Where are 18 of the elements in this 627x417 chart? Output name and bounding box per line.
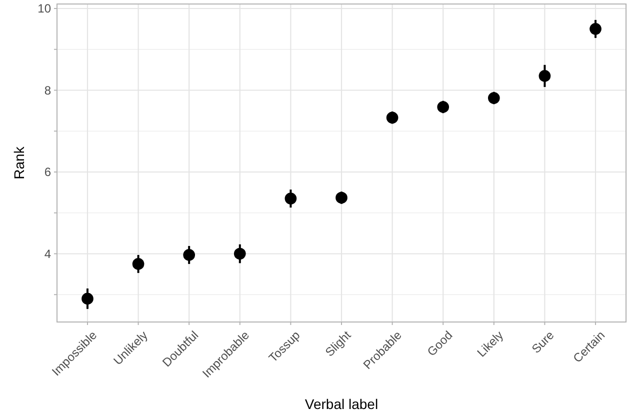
point [437,101,450,113]
y-axis-title: Rank [11,146,27,180]
point [488,92,500,104]
y-tick-label: 4 [44,246,52,261]
point [183,249,196,261]
point [234,248,246,260]
point [284,192,297,204]
point [132,258,144,270]
y-tick-label: 8 [44,83,52,98]
y-tick-label: 6 [44,165,52,180]
point [538,70,551,82]
x-tick-label: Sure [528,328,557,356]
point [386,112,398,124]
x-axis-title: Verbal label [304,396,378,412]
point [590,23,602,35]
point [82,292,94,305]
y-tick-label: 10 [38,2,52,16]
point [336,192,348,204]
